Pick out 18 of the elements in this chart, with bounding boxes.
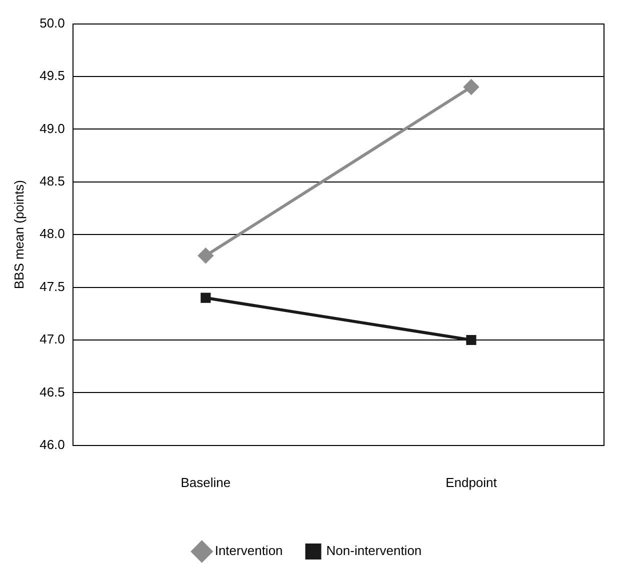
point [466, 334, 476, 346]
point [200, 292, 211, 303]
y-tick-label: 48.5 [40, 173, 65, 188]
x-tick-label: Baseline [180, 474, 231, 490]
y-tick-label: 49.0 [40, 120, 65, 136]
y-tick-label: 46.5 [40, 384, 65, 400]
y-tick-label: 49.5 [40, 68, 65, 84]
y-tick-label: 50.0 [40, 15, 65, 30]
y-tick-label: 47.0 [40, 332, 65, 347]
point [198, 248, 214, 264]
y-tick-label: 46.0 [40, 436, 65, 452]
x-tick-label: Endpoint [446, 474, 498, 490]
point [464, 80, 479, 95]
legend-label: Intervention [214, 543, 283, 558]
y-tick-label: 47.5 [40, 278, 65, 294]
y-tick-label: 48.0 [40, 226, 65, 242]
y-axis-title: BBS mean (points) [11, 180, 26, 290]
legend-label: Non-intervention [326, 543, 422, 558]
